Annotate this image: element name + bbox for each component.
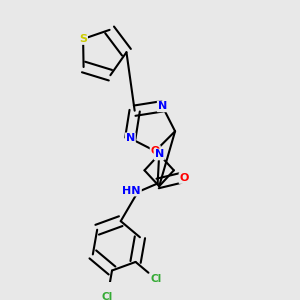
Text: N: N (126, 134, 135, 143)
Text: S: S (79, 34, 87, 44)
Text: O: O (179, 173, 189, 183)
Text: Cl: Cl (151, 274, 162, 284)
Text: HN: HN (122, 185, 141, 196)
Text: O: O (151, 146, 160, 156)
Text: Cl: Cl (102, 292, 113, 300)
Text: N: N (154, 149, 164, 159)
Text: N: N (158, 101, 167, 111)
